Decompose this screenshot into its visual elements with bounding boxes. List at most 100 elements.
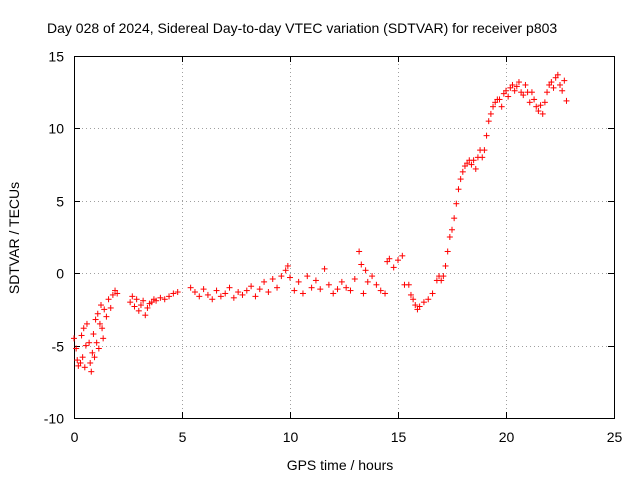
- data-point: [554, 71, 561, 78]
- data-point: [485, 118, 492, 125]
- data-point: [472, 165, 479, 172]
- data-point: [153, 297, 160, 304]
- data-point: [317, 286, 324, 293]
- data-point: [351, 275, 358, 282]
- data-point: [490, 103, 497, 110]
- data-point: [174, 289, 181, 296]
- data-point: [114, 290, 121, 297]
- data-point: [442, 262, 449, 269]
- data-point: [505, 93, 512, 100]
- data-point: [325, 281, 332, 288]
- data-point: [457, 176, 464, 183]
- data-point: [321, 265, 328, 272]
- data-point: [405, 281, 412, 288]
- data-point: [252, 293, 259, 300]
- data-point: [248, 283, 255, 290]
- data-point: [360, 290, 367, 297]
- data-point: [79, 354, 86, 361]
- data-point: [470, 157, 477, 164]
- data-point: [287, 274, 293, 281]
- data-point: [509, 81, 516, 88]
- data-point: [412, 302, 419, 309]
- data-point: [86, 339, 93, 346]
- data-point: [282, 267, 289, 274]
- data-point: [498, 103, 505, 110]
- data-point: [73, 345, 80, 352]
- y-tick-label: -5: [52, 339, 65, 355]
- y-tick-label: 15: [48, 49, 64, 65]
- data-point: [386, 255, 393, 262]
- data-point: [459, 168, 466, 175]
- data-point: [550, 84, 557, 91]
- data-point: [93, 339, 100, 346]
- data-point: [89, 349, 96, 356]
- x-tick-label: 10: [283, 429, 299, 445]
- data-point: [416, 303, 423, 310]
- data-point: [395, 257, 401, 264]
- data-point: [222, 290, 229, 297]
- data-point: [535, 108, 542, 115]
- data-point: [308, 284, 315, 291]
- data-point: [204, 291, 211, 298]
- x-tick-label: 15: [391, 429, 407, 445]
- y-tick-label: -10: [44, 411, 64, 427]
- data-point: [537, 102, 544, 109]
- data-point: [166, 293, 173, 300]
- data-point: [563, 97, 570, 104]
- data-point: [503, 87, 509, 94]
- data-point: [511, 87, 518, 94]
- chart-title: Day 028 of 2024, Sidereal Day-to-day VTE…: [47, 20, 557, 36]
- data-point: [559, 87, 566, 94]
- data-point: [200, 286, 207, 293]
- data-point: [191, 289, 198, 296]
- data-point: [99, 325, 106, 332]
- data-point: [78, 332, 85, 339]
- data-point: [187, 284, 194, 291]
- data-point: [299, 290, 306, 297]
- data-point: [142, 312, 149, 319]
- data-point: [95, 345, 102, 352]
- data-point: [522, 81, 529, 88]
- data-point: [425, 296, 432, 303]
- data-point: [235, 289, 242, 296]
- data-point: [74, 357, 81, 364]
- y-tick-label: 10: [48, 121, 64, 137]
- data-point: [81, 364, 88, 371]
- data-point: [483, 132, 490, 139]
- data-point: [544, 89, 551, 96]
- data-point: [347, 287, 354, 294]
- data-point: [373, 281, 380, 288]
- grid-lines: [74, 56, 614, 418]
- data-point: [513, 83, 520, 90]
- tick-labels: 0 5 10 15 20 25 -10 -5 0 5 10 15: [44, 49, 623, 446]
- y-axis-label: SDTVAR / TECUs: [6, 182, 22, 294]
- data-point: [369, 273, 376, 280]
- data-point: [312, 277, 319, 284]
- y-tick-label: 5: [56, 194, 64, 210]
- data-point: [526, 99, 533, 106]
- axis-ticks: [74, 56, 615, 419]
- data-point: [330, 290, 337, 297]
- data-point: [127, 299, 134, 306]
- data-point: [157, 294, 164, 301]
- data-point: [94, 310, 101, 317]
- data-point: [87, 359, 94, 366]
- data-point: [453, 200, 460, 207]
- data-point: [451, 215, 458, 222]
- data-point: [88, 368, 95, 375]
- data-point: [90, 331, 97, 338]
- data-point: [528, 89, 535, 96]
- data-point: [133, 296, 140, 303]
- x-tick-label: 20: [499, 429, 515, 445]
- data-point: [438, 277, 445, 284]
- data-point: [548, 79, 555, 86]
- x-tick-label: 0: [71, 429, 79, 445]
- data-point: [358, 261, 365, 268]
- data-point: [98, 302, 104, 309]
- data-point: [109, 291, 116, 298]
- data-point: [429, 290, 436, 297]
- data-point: [217, 293, 224, 300]
- data-point: [213, 287, 220, 294]
- data-point: [533, 103, 540, 110]
